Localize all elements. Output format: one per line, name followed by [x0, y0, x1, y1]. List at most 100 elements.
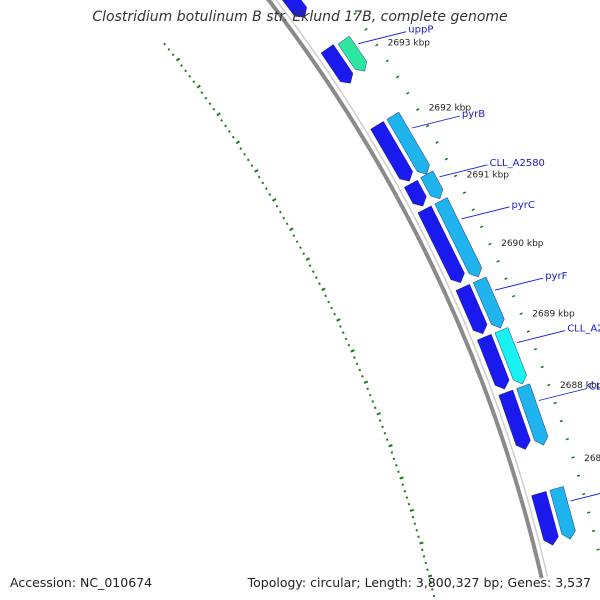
forward-feature-arrow [498, 389, 531, 450]
scale-tick [406, 91, 410, 95]
map-title: Clostridium botulinum B str. Eklund 17B,… [92, 9, 508, 25]
outer-tick [243, 152, 246, 156]
outer-tick [378, 419, 382, 422]
outer-tick [431, 588, 434, 591]
scale-label: 2687 kbp [584, 454, 600, 464]
outer-tick [285, 222, 289, 226]
outer-tick [264, 187, 268, 191]
forward-feature-arrow [455, 284, 488, 335]
gene-label[interactable]: pyrF [545, 271, 567, 282]
outer-tick [381, 425, 384, 429]
scale-label: 2688 kbp [560, 381, 600, 391]
outer-tick [373, 406, 377, 410]
outer-tick [163, 42, 166, 46]
scale-tick [479, 225, 484, 229]
scale-tick [488, 242, 492, 246]
outer-tick [419, 541, 424, 545]
outer-tick [231, 135, 235, 139]
outer-tick [413, 522, 417, 525]
outer-tick [388, 444, 393, 448]
outer-tick [271, 197, 277, 202]
outer-tick [421, 548, 424, 552]
outer-tick [192, 80, 196, 84]
outer-tick [409, 508, 415, 512]
outer-tick [401, 483, 405, 486]
backbone-arc-group [266, 0, 549, 579]
gene-label-leader [461, 206, 510, 220]
outer-tick [295, 240, 299, 243]
scale-tick [519, 312, 523, 315]
scale-tick [511, 294, 516, 298]
gene-label[interactable]: CLL_A2577 [567, 324, 600, 335]
outer-tick [184, 69, 187, 73]
scale-label: 2692 kbp [429, 103, 472, 113]
scale-label: 2693 kbp [388, 38, 431, 48]
outer-tick [411, 515, 415, 519]
gene-arrow [420, 170, 444, 200]
outer-tick [350, 349, 355, 353]
outer-tick [239, 147, 243, 150]
outer-tick [220, 118, 224, 122]
gene-arrow [386, 111, 430, 175]
outer-tick [432, 594, 436, 598]
outer-tick [167, 48, 171, 51]
outer-tick [321, 287, 326, 292]
outer-tick [366, 387, 369, 391]
scale-tick [591, 529, 596, 533]
forward-feature-arrow [531, 491, 559, 546]
forward-feature-arrow [370, 121, 413, 182]
gene-label[interactable]: CLL_A2580 [490, 158, 545, 169]
outer-tick [282, 216, 286, 220]
outer-tick [311, 270, 315, 273]
gene-label[interactable]: pyrB [462, 109, 485, 120]
genome-summary-label: Topology: circular; Length: 3,800,327 bp… [247, 575, 591, 590]
scale-tick [547, 383, 551, 387]
outer-tick [246, 158, 250, 162]
gene-arrow [549, 486, 576, 540]
scale-tick [425, 124, 430, 128]
gene-label[interactable]: uppP [408, 25, 433, 36]
outer-tick [330, 306, 333, 310]
outer-tick [254, 168, 259, 173]
scale-tick [435, 141, 439, 144]
outer-tick [333, 312, 336, 316]
outer-tick [175, 57, 181, 62]
gene-label[interactable]: pyrC [512, 200, 535, 211]
outer-tick [339, 325, 342, 328]
backbone-inner-line [275, 0, 549, 578]
scale-tick [462, 191, 467, 195]
outer-tick [216, 112, 221, 117]
outer-tick [196, 84, 201, 89]
forward-feature-arrow [477, 334, 510, 390]
outer-tick [417, 535, 420, 538]
gene-label-leader [538, 388, 588, 401]
outer-tick [318, 282, 321, 286]
scale-tick [353, 12, 357, 16]
outer-tick [327, 300, 330, 304]
outer-tick [422, 555, 426, 558]
forward-feature-track [282, 0, 559, 546]
outer-tick [385, 438, 389, 441]
scale-tick [571, 456, 575, 459]
outer-tick [383, 431, 387, 435]
scale-tick [596, 548, 600, 551]
gene-label-leader [439, 164, 488, 178]
gene-label-leader [570, 493, 600, 502]
scale-label: 2690 kbp [501, 239, 544, 249]
outer-tick [361, 374, 364, 378]
scale-tick [444, 157, 449, 161]
outer-tick [228, 130, 231, 133]
backbone-arc [266, 0, 544, 579]
outer-tick [390, 451, 394, 454]
outer-tick [427, 574, 433, 578]
gene-label[interactable]: CLL_A2576 [589, 382, 600, 393]
outer-tick [275, 204, 279, 208]
gene-label-leader [495, 277, 544, 291]
outer-tick [405, 496, 409, 499]
gene-label-leader [411, 115, 461, 129]
gene-label-leader [517, 330, 566, 344]
outer-tick [250, 164, 254, 168]
outer-tick [208, 102, 212, 106]
outer-tick [224, 124, 227, 128]
